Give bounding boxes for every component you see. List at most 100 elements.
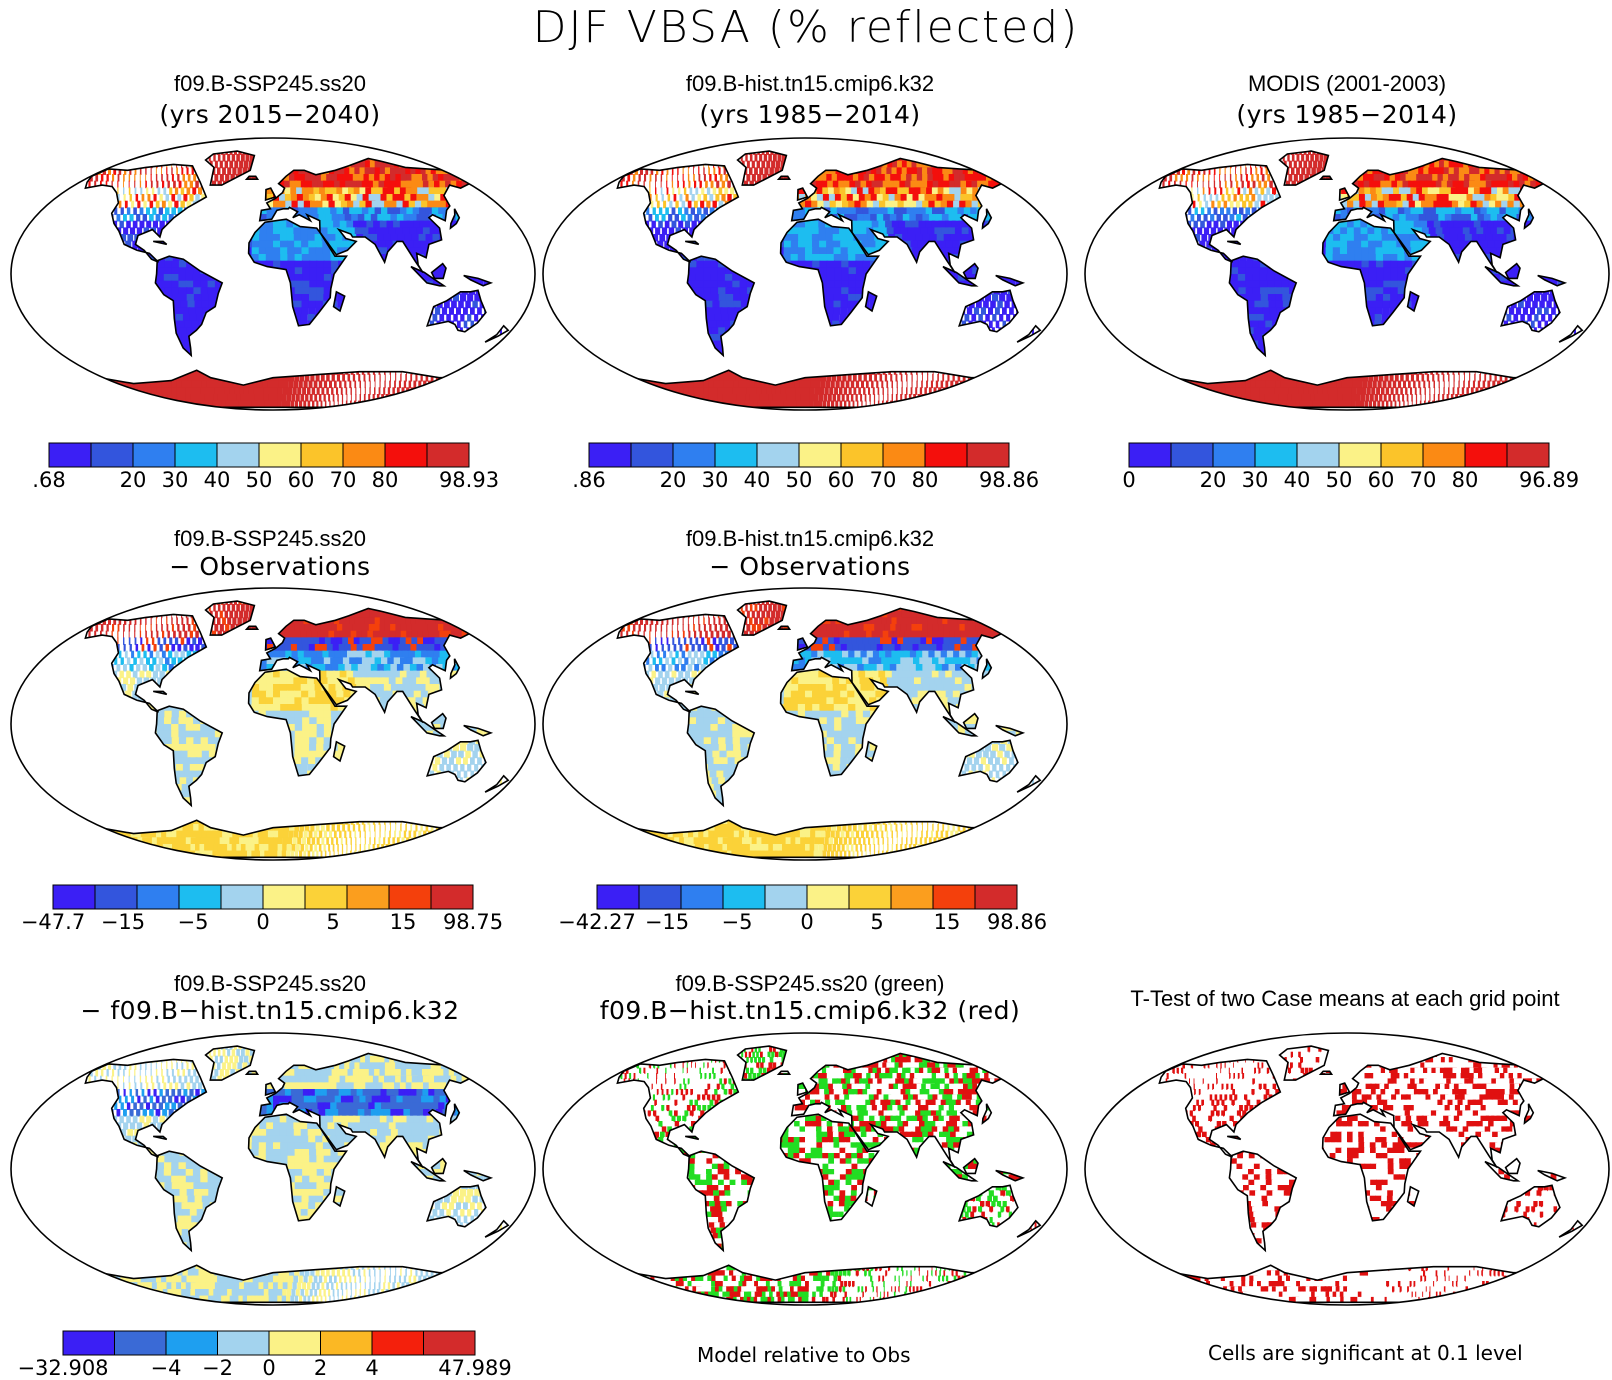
map-panel-6 — [8, 1030, 538, 1308]
colorbar-tick-label: 70 — [1410, 468, 1437, 492]
colorbar-swatch — [371, 1330, 424, 1356]
colorbar-tick-label: 47.989 — [438, 1356, 511, 1380]
colorbar-swatch — [756, 442, 800, 468]
colorbar-tick-label: .68 — [32, 468, 65, 492]
colorbar-swatch — [300, 442, 344, 468]
colorbar-tick-label: −15 — [645, 910, 689, 934]
colorbar-tick-label: 98.75 — [443, 910, 503, 934]
colorbar-tick-label: −5 — [178, 910, 209, 934]
panel-7-subtitle: f09.B−hist.tn15.cmip6.k32 (red) — [540, 996, 1080, 1026]
panel-5-title: f09.B-hist.tn15.cmip6.k32 — [540, 525, 1080, 553]
colorbar-tick-label: 20 — [120, 468, 147, 492]
colorbar-tick-label: 98.93 — [439, 468, 499, 492]
colorbar-tick-label: −32.908 — [17, 1356, 108, 1380]
colorbar-swatch — [342, 442, 386, 468]
colorbar-swatch — [430, 884, 474, 910]
colorbar-tick-label: −5 — [722, 910, 753, 934]
map-panel-7 — [540, 1030, 1070, 1308]
colorbar-tick-label: −2 — [202, 1356, 233, 1380]
colorbar-swatch — [52, 884, 96, 910]
colorbar-tick-label: 15 — [934, 910, 961, 934]
colorbar-tick-label: 2 — [314, 1356, 327, 1380]
colorbar-swatch — [132, 442, 176, 468]
colorbar-tick-label: 50 — [786, 468, 813, 492]
colorbar-swatch — [174, 442, 218, 468]
colorbar-swatch — [216, 442, 260, 468]
colorbar-tick-label: −47.7 — [21, 910, 85, 934]
colorbar-swatch — [1212, 442, 1256, 468]
colorbar-swatch — [1506, 442, 1550, 468]
colorbar-tick-label: 50 — [1326, 468, 1353, 492]
map-panel-4 — [8, 585, 538, 863]
colorbar-swatch — [346, 884, 390, 910]
colorbar-swatch — [178, 884, 222, 910]
colorbar-swatch — [588, 442, 632, 468]
colorbar-tick-label: 5 — [870, 910, 883, 934]
colorbar-tick-label: −4 — [151, 1356, 182, 1380]
colorbar-tick-label: 30 — [1242, 468, 1269, 492]
map-panel-2 — [540, 135, 1070, 413]
colorbar-swatch — [806, 884, 850, 910]
colorbar-panel-6: −32.908 −4 −2 0 2 4 47.989 — [17, 1330, 512, 1380]
colorbar-tick-label: 98.86 — [979, 468, 1039, 492]
colorbar-swatch — [932, 884, 976, 910]
colorbar-swatch — [90, 442, 134, 468]
map-panel-1 — [8, 135, 538, 413]
colorbar-swatch — [320, 1330, 373, 1356]
panel-6-title: f09.B-SSP245.ss20 — [0, 970, 540, 998]
colorbar-panel-1: .68 20 30 40 50 60 70 80 98.93 — [32, 442, 499, 492]
panel-3-title: MODIS (2001-2003) — [1082, 70, 1612, 98]
colorbar-tick-label: 40 — [744, 468, 771, 492]
colorbar-tick-label: 0 — [1122, 468, 1135, 492]
colorbar-tick-label: −42.27 — [558, 910, 636, 934]
colorbar-swatch — [384, 442, 428, 468]
colorbar-tick-label: 0 — [256, 910, 269, 934]
colorbar-swatch — [1380, 442, 1424, 468]
map-panel-5 — [540, 585, 1070, 863]
colorbar-tick-label: 70 — [870, 468, 897, 492]
colorbar-swatch — [1422, 442, 1466, 468]
panel-6-subtitle: − f09.B−hist.tn15.cmip6.k32 — [0, 996, 540, 1026]
colorbar-swatch — [882, 442, 926, 468]
colorbar-tick-label: 40 — [1284, 468, 1311, 492]
colorbar-swatch — [1170, 442, 1214, 468]
ttest-footnote: Cells are significant at 0.1 level — [1208, 1341, 1523, 1365]
colorbar-tick-label: 30 — [162, 468, 189, 492]
colorbar-swatch — [262, 884, 306, 910]
colorbar-swatch — [1254, 442, 1298, 468]
colorbar-swatch — [596, 884, 640, 910]
colorbar-swatch — [136, 884, 180, 910]
colorbar-swatch — [268, 1330, 321, 1356]
colorbar-swatch — [114, 1330, 167, 1356]
colorbar-swatch — [217, 1330, 270, 1356]
panel-1-title: f09.B-SSP245.ss20 — [0, 70, 540, 98]
colorbar-swatch — [304, 884, 348, 910]
colorbar-panel-5: −42.27 −15 −5 0 5 15 98.86 — [558, 884, 1047, 934]
colorbar-tick-label: 4 — [365, 1356, 378, 1380]
colorbar-swatch — [722, 884, 766, 910]
colorbar-swatch — [638, 884, 682, 910]
colorbar-panel-2: .86 20 30 40 50 60 70 80 98.86 — [572, 442, 1039, 492]
colorbar-swatch — [924, 442, 968, 468]
colorbar-swatch — [890, 884, 934, 910]
colorbar-swatch — [62, 1330, 115, 1356]
colorbar-tick-label: 96.89 — [1519, 468, 1579, 492]
map-panel-8 — [1082, 1030, 1612, 1308]
colorbar-swatch — [680, 884, 724, 910]
colorbar-tick-label: .86 — [572, 468, 605, 492]
colorbar-tick-label: 60 — [288, 468, 315, 492]
colorbar-tick-label: 50 — [246, 468, 273, 492]
panel-8-title: T-Test of two Case means at each grid po… — [1078, 985, 1612, 1013]
colorbar-swatch — [94, 884, 138, 910]
colorbar-tick-label: 80 — [1452, 468, 1479, 492]
colorbar-tick-label: 30 — [702, 468, 729, 492]
colorbar-tick-label: 5 — [326, 910, 339, 934]
colorbar-tick-label: 60 — [828, 468, 855, 492]
panel-4-subtitle: − Observations — [0, 552, 540, 582]
panel-7-title: f09.B-SSP245.ss20 (green) — [540, 970, 1080, 998]
colorbar-swatch — [630, 442, 674, 468]
colorbar-tick-label: 98.86 — [987, 910, 1047, 934]
panel-3-subtitle: (yrs 1985−2014) — [1082, 100, 1612, 130]
colorbar-tick-label: 15 — [390, 910, 417, 934]
colorbar-swatch — [848, 884, 892, 910]
